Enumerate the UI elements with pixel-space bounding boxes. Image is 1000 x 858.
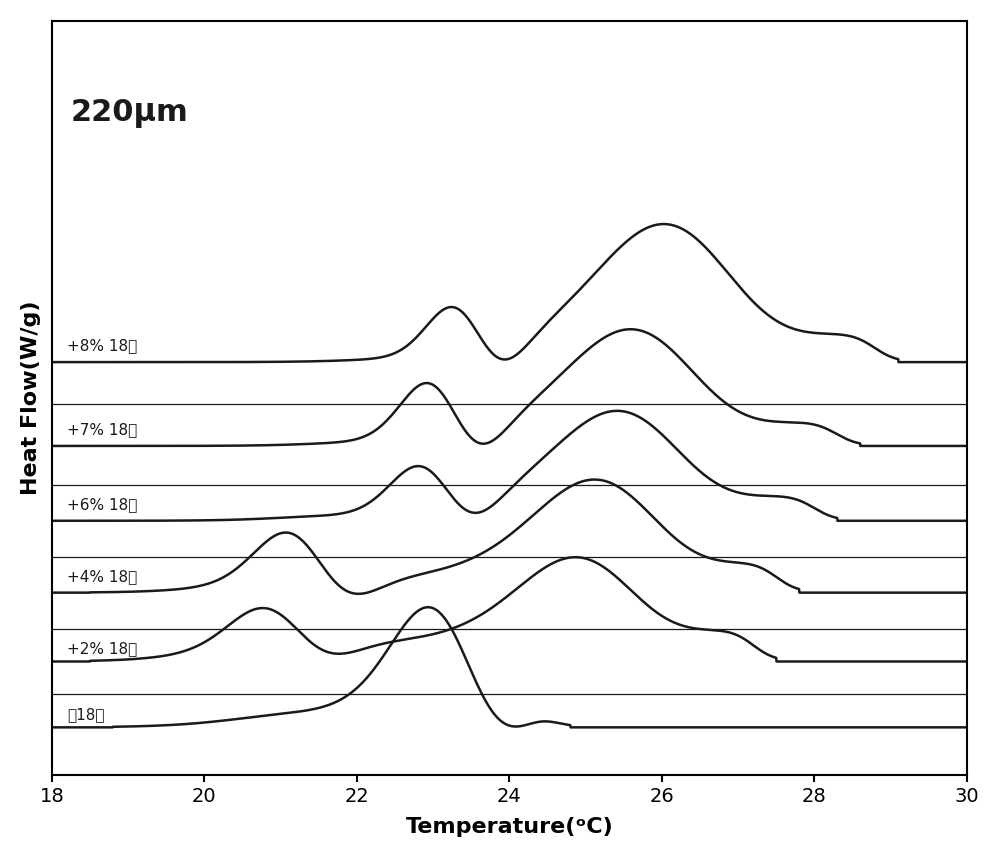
Text: +7% 18酰: +7% 18酰 [67,422,137,438]
Text: 220μm: 220μm [71,99,189,128]
Text: 绍18烷: 绍18烷 [67,707,105,722]
Text: +8% 18酰: +8% 18酰 [67,338,137,353]
Y-axis label: Heat Flow(W/g): Heat Flow(W/g) [21,301,41,495]
Text: +6% 18酰: +6% 18酰 [67,497,138,512]
Text: +4% 18酰: +4% 18酰 [67,569,137,584]
Text: +2% 18酰: +2% 18酰 [67,641,137,656]
X-axis label: Temperature(ᵒC): Temperature(ᵒC) [406,817,613,837]
